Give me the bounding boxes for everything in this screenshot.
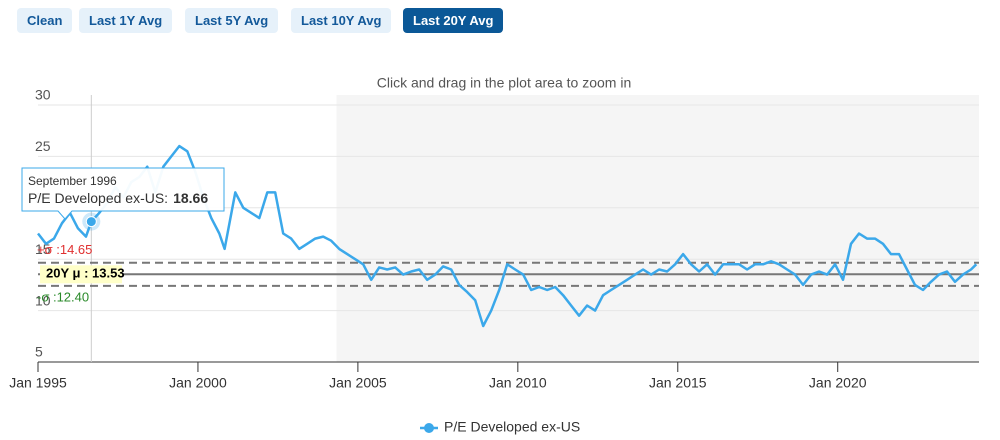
x-tick-label: Jan 2005	[329, 375, 387, 391]
y-tick-label: 15	[35, 241, 51, 257]
reference-label: 20Y μ : 13.53	[46, 266, 125, 281]
reference-label: +σ :14.65	[37, 242, 92, 257]
y-tick-label: 25	[35, 138, 51, 154]
tooltip-text: P/E Developed ex-US: 18.66	[28, 190, 208, 206]
series-line	[37, 144, 978, 328]
chart-subtitle: Click and drag in the plot area to zoom …	[377, 75, 631, 91]
range-button[interactable]: Last 5Y Avg	[185, 8, 279, 33]
tooltip-title: September 1996	[28, 174, 117, 188]
y-tick-label: 5	[35, 344, 43, 360]
legend-symbol	[424, 423, 434, 433]
x-tick-label: Jan 1995	[9, 375, 67, 391]
reference-label: -σ :12.40	[37, 289, 89, 304]
plot-band	[336, 95, 979, 362]
x-tick-label: Jan 2020	[809, 375, 867, 391]
x-tick-label: Jan 2015	[649, 375, 707, 391]
legend-label: P/E Developed ex-US	[444, 419, 580, 435]
range-button[interactable]: Last 10Y Avg	[291, 8, 392, 33]
y-tick-label: 10	[35, 292, 51, 308]
label-bg	[40, 265, 122, 284]
range-button[interactable]: Clean	[17, 8, 73, 33]
x-tick-label: Jan 2000	[169, 375, 227, 391]
tooltip-value: 18.66	[173, 190, 208, 206]
tooltip: September 1996 P/E Developed ex-US: 18.66	[21, 167, 225, 220]
range-button[interactable]: Last 20Y Avg	[403, 8, 504, 33]
range-button[interactable]: Last 1Y Avg	[79, 8, 173, 33]
x-tick-label: Jan 2010	[489, 375, 547, 391]
tooltip-label: P/E Developed ex-US:	[28, 190, 168, 206]
y-tick-label: 30	[35, 87, 51, 103]
tooltip-box	[21, 167, 225, 220]
hover-point	[85, 216, 97, 228]
